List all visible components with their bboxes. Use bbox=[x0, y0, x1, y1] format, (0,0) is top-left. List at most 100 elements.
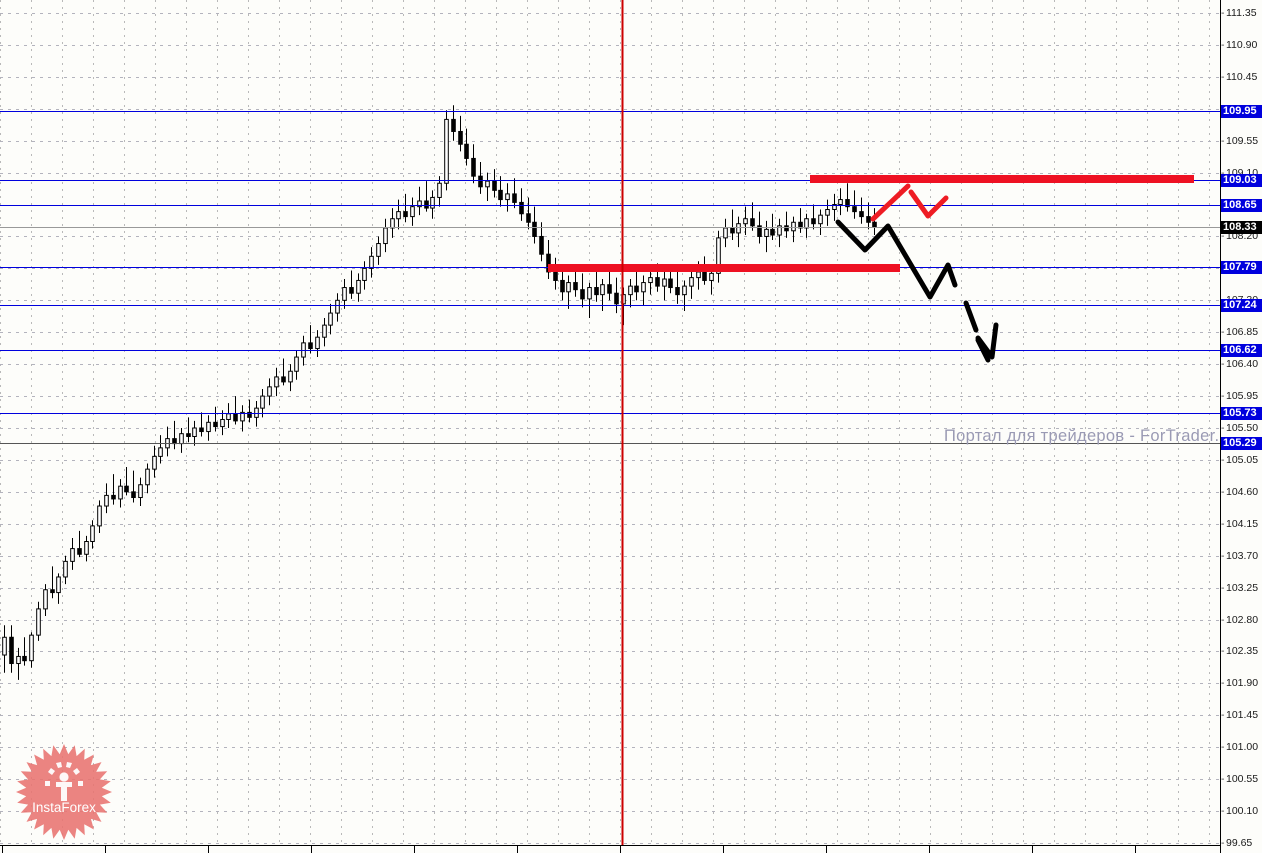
price-label-105.29[interactable]: 105.29 bbox=[1221, 437, 1262, 450]
candle-body bbox=[342, 287, 347, 301]
candle-body bbox=[628, 285, 633, 296]
candle-body bbox=[519, 201, 524, 215]
candle-body bbox=[233, 413, 238, 422]
candle-body bbox=[138, 484, 143, 499]
price-label-105.73[interactable]: 105.73 bbox=[1221, 407, 1262, 420]
candle-body bbox=[145, 468, 150, 486]
candle-body bbox=[118, 485, 123, 500]
axis-tick-102.80: -102.80 bbox=[1221, 613, 1259, 626]
candlestick-series bbox=[2, 105, 877, 680]
candle-body bbox=[730, 227, 735, 234]
candle-body bbox=[594, 287, 599, 296]
candle-body bbox=[247, 411, 252, 418]
support-zone-lower bbox=[548, 264, 900, 272]
candle-body bbox=[301, 342, 306, 358]
candle-body bbox=[267, 386, 272, 397]
candle-body bbox=[213, 421, 218, 428]
candle-body bbox=[668, 278, 673, 289]
candle-body bbox=[410, 206, 415, 218]
axis-tick-104.60: -104.60 bbox=[1221, 485, 1259, 498]
candle-body bbox=[526, 213, 531, 223]
candle-body bbox=[77, 548, 82, 555]
candle-body bbox=[655, 277, 660, 287]
candle-body bbox=[464, 143, 469, 159]
candle-body bbox=[376, 243, 381, 257]
candle-body bbox=[36, 608, 41, 636]
candle-body bbox=[192, 427, 197, 438]
price-label-109.03[interactable]: 109.03 bbox=[1221, 174, 1262, 187]
candle-body bbox=[444, 118, 449, 184]
price-label-106.62[interactable]: 106.62 bbox=[1221, 344, 1262, 357]
candle-body bbox=[437, 182, 442, 198]
candle-body bbox=[566, 282, 571, 293]
axis-tick-104.15: -104.15 bbox=[1221, 517, 1259, 530]
candle-body bbox=[294, 356, 299, 372]
price-axis[interactable]: -111.35-110.90-110.45-110.00-109.55-109.… bbox=[1220, 0, 1262, 853]
time-tick bbox=[1032, 846, 1033, 853]
time-tick bbox=[620, 846, 621, 853]
candle-body bbox=[750, 218, 755, 227]
price-label-109.95[interactable]: 109.95 bbox=[1221, 105, 1262, 118]
candle-body bbox=[757, 225, 762, 237]
gear-person-icon bbox=[45, 762, 83, 801]
candle-body bbox=[587, 287, 592, 300]
candle-body bbox=[254, 407, 259, 418]
candle-body bbox=[9, 636, 14, 665]
candle-body bbox=[335, 299, 340, 314]
candle-body bbox=[97, 505, 102, 527]
axis-tick-103.25: -103.25 bbox=[1221, 581, 1259, 594]
axis-tick-110.90: -110.90 bbox=[1221, 38, 1258, 51]
candle-body bbox=[492, 180, 497, 191]
candle-body bbox=[383, 227, 388, 245]
candle-body bbox=[424, 200, 429, 209]
axis-tick-100.10: -100.10 bbox=[1221, 805, 1259, 818]
time-tick bbox=[826, 846, 827, 853]
time-tick bbox=[208, 846, 209, 853]
candle-body bbox=[723, 227, 728, 239]
candle-body bbox=[396, 211, 401, 220]
candle-body bbox=[220, 418, 225, 428]
candle-body bbox=[2, 636, 7, 656]
candle-body bbox=[600, 284, 605, 296]
candle-body bbox=[70, 548, 75, 562]
candle-body bbox=[349, 287, 354, 294]
price-label-108.65[interactable]: 108.65 bbox=[1221, 199, 1262, 212]
time-tick bbox=[1135, 846, 1136, 853]
axis-tick-101.00: -101.00 bbox=[1221, 741, 1259, 754]
price-label-107.24[interactable]: 107.24 bbox=[1221, 299, 1262, 312]
candle-body bbox=[199, 427, 204, 433]
candle-body bbox=[709, 272, 714, 281]
price-label-107.79[interactable]: 107.79 bbox=[1221, 261, 1262, 274]
axis-tick-101.45: -101.45 bbox=[1221, 709, 1259, 722]
candle-body bbox=[152, 455, 157, 470]
candle-body bbox=[696, 271, 701, 279]
candle-body bbox=[22, 655, 27, 662]
candle-body bbox=[770, 228, 775, 236]
candle-body bbox=[315, 336, 320, 350]
candle-body bbox=[553, 271, 558, 281]
chart-plot-area[interactable] bbox=[0, 0, 1220, 845]
candle-body bbox=[825, 209, 830, 216]
axis-tick-110.45: -110.45 bbox=[1221, 70, 1258, 83]
candle-body bbox=[648, 277, 653, 284]
candle-body bbox=[498, 189, 503, 201]
axis-tick-111.35: -111.35 bbox=[1221, 7, 1257, 19]
axis-tick-105.05: -105.05 bbox=[1221, 453, 1259, 466]
candle-body bbox=[390, 218, 395, 229]
candle-body bbox=[641, 282, 646, 293]
candle-body bbox=[179, 433, 184, 445]
candle-body bbox=[240, 411, 245, 422]
candle-body bbox=[532, 221, 537, 237]
axis-tick-103.70: -103.70 bbox=[1221, 549, 1259, 562]
time-tick bbox=[929, 846, 930, 853]
candle-body bbox=[104, 494, 109, 507]
instaforex-burst-icon bbox=[16, 744, 112, 840]
axis-tick-100.55: -100.55 bbox=[1221, 773, 1259, 786]
time-tick bbox=[723, 846, 724, 853]
candle-body bbox=[580, 289, 585, 300]
price-label-108.33[interactable]: 108.33 bbox=[1221, 221, 1262, 234]
candle-body bbox=[872, 221, 877, 228]
candle-body bbox=[485, 180, 490, 188]
axis-tick-105.95: -105.95 bbox=[1221, 390, 1259, 403]
candle-body bbox=[274, 376, 279, 388]
